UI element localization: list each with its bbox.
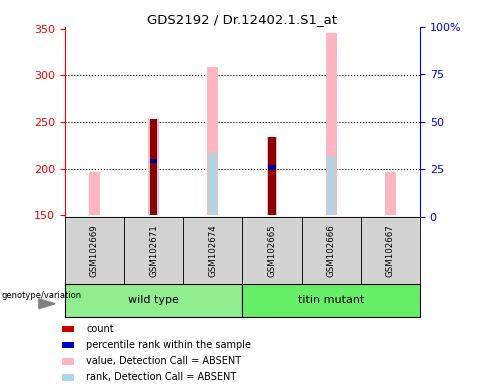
Text: percentile rank within the sample: percentile rank within the sample	[86, 340, 252, 350]
Text: GSM102666: GSM102666	[327, 224, 336, 277]
Text: GSM102671: GSM102671	[149, 224, 158, 277]
Title: GDS2192 / Dr.12402.1.S1_at: GDS2192 / Dr.12402.1.S1_at	[147, 13, 337, 26]
Text: value, Detection Call = ABSENT: value, Detection Call = ABSENT	[86, 356, 241, 366]
Text: GSM102674: GSM102674	[208, 224, 217, 277]
Bar	[268, 165, 276, 170]
Bar	[183, 217, 242, 284]
Bar	[268, 137, 276, 215]
Bar	[267, 137, 277, 215]
Bar	[150, 119, 157, 215]
Bar	[65, 284, 242, 317]
Text: GSM102669: GSM102669	[90, 224, 99, 277]
Bar	[207, 67, 218, 215]
Text: wild type: wild type	[128, 295, 179, 306]
Bar	[327, 156, 336, 215]
Bar	[150, 159, 157, 163]
Bar	[149, 159, 158, 215]
Text: genotype/variation: genotype/variation	[1, 291, 82, 300]
Bar	[62, 374, 74, 381]
Text: titin mutant: titin mutant	[298, 295, 364, 306]
Text: GSM102665: GSM102665	[267, 224, 276, 277]
Bar	[62, 326, 74, 332]
Bar	[62, 358, 74, 364]
Text: count: count	[86, 324, 114, 334]
Polygon shape	[39, 299, 55, 309]
Bar	[242, 217, 301, 284]
Bar	[385, 172, 396, 215]
Text: GSM102667: GSM102667	[386, 224, 395, 277]
Bar	[301, 217, 361, 284]
Bar	[148, 119, 159, 215]
Text: rank, Detection Call = ABSENT: rank, Detection Call = ABSENT	[86, 372, 237, 382]
Bar	[65, 217, 124, 284]
Bar	[361, 217, 420, 284]
Bar	[62, 342, 74, 348]
Bar	[124, 217, 183, 284]
Bar	[242, 284, 420, 317]
Bar	[209, 153, 217, 215]
Bar	[89, 172, 100, 215]
Bar	[326, 33, 336, 215]
